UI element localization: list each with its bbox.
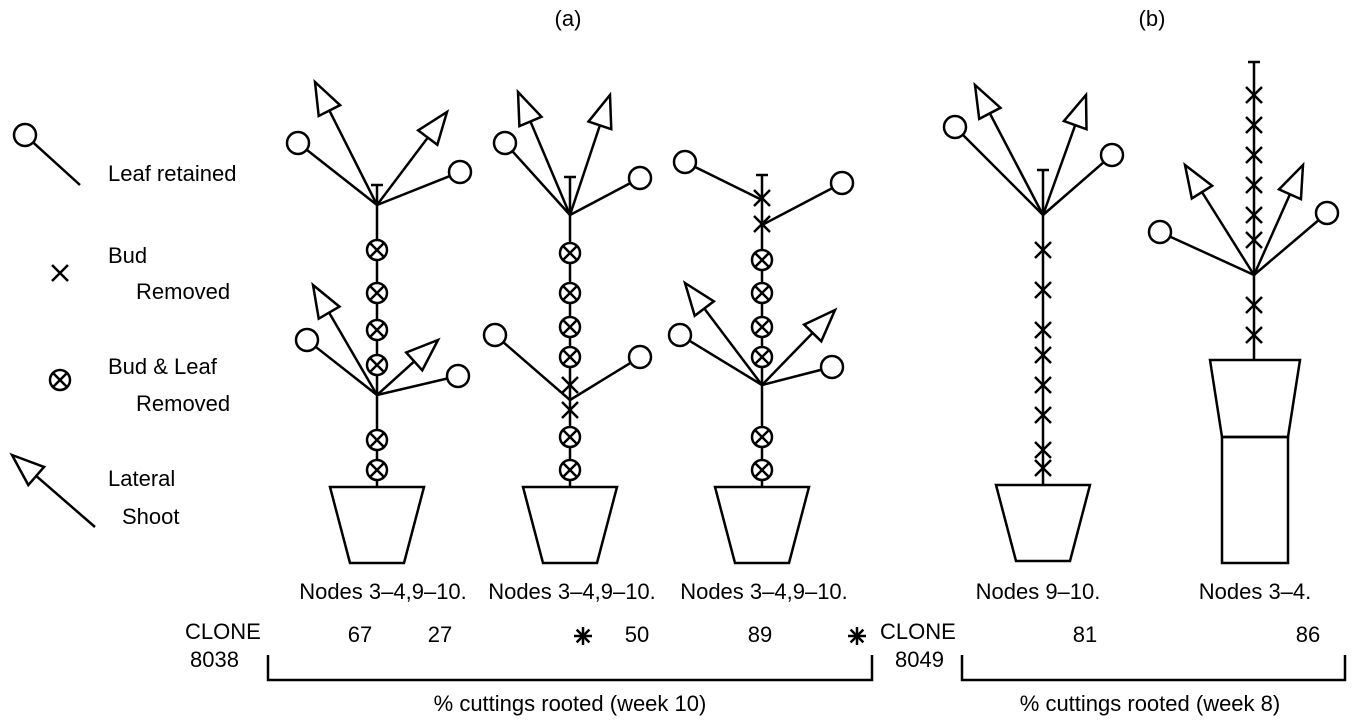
arrow-head bbox=[1185, 165, 1212, 198]
result: 89 bbox=[748, 622, 772, 647]
plant-label: Nodes 3–4. bbox=[1199, 579, 1312, 604]
panel-label: (a) bbox=[555, 6, 582, 31]
leaf-stalk bbox=[33, 142, 80, 185]
legend-label: Removed bbox=[136, 279, 230, 304]
plant-label: Nodes 3–4,9–10. bbox=[299, 579, 467, 604]
arrow-head bbox=[1064, 95, 1087, 129]
result: 86 bbox=[1296, 622, 1320, 647]
arrow-head bbox=[313, 285, 339, 319]
leaf bbox=[831, 172, 853, 194]
legend-label: Removed bbox=[136, 391, 230, 416]
pot bbox=[1222, 437, 1288, 563]
leaf bbox=[287, 132, 309, 154]
leaf-stalk bbox=[570, 363, 631, 400]
arrow-head bbox=[12, 455, 44, 485]
leaf-stalk bbox=[512, 151, 570, 215]
pot bbox=[1210, 360, 1300, 437]
leaf-stalk bbox=[689, 341, 762, 385]
legend-label: Lateral bbox=[108, 466, 175, 491]
pot bbox=[330, 487, 424, 563]
shoot bbox=[990, 113, 1043, 215]
clone-number: 8049 bbox=[895, 647, 944, 672]
leaf bbox=[629, 346, 651, 368]
plant-label: Nodes 9–10. bbox=[976, 579, 1101, 604]
leaf-stalk bbox=[1254, 220, 1319, 275]
arrow-head bbox=[685, 283, 714, 316]
shoot bbox=[530, 121, 570, 215]
result: 81 bbox=[1073, 622, 1097, 647]
leaf bbox=[14, 124, 36, 146]
leaf-stalk bbox=[307, 150, 377, 205]
bracket bbox=[962, 655, 1345, 680]
caption: % cuttings rooted (week 8) bbox=[1020, 691, 1280, 716]
pot bbox=[715, 487, 809, 563]
leaf bbox=[1101, 144, 1123, 166]
shoot bbox=[36, 476, 95, 527]
leaf bbox=[669, 324, 691, 346]
arrow-head bbox=[518, 92, 542, 126]
leaf bbox=[1149, 221, 1171, 243]
leaf bbox=[447, 365, 469, 387]
pot bbox=[523, 487, 617, 563]
plant-label: Nodes 3–4,9–10. bbox=[680, 579, 848, 604]
legend-label: Bud bbox=[108, 243, 147, 268]
legend-label: Leaf retained bbox=[108, 161, 236, 186]
clone-name: CLONE bbox=[880, 619, 956, 644]
leaf bbox=[494, 132, 516, 154]
leaf bbox=[944, 116, 966, 138]
plant-label: Nodes 3–4,9–10. bbox=[488, 579, 656, 604]
shoot bbox=[329, 111, 377, 205]
result: 27 bbox=[428, 622, 452, 647]
leaf-stalk bbox=[503, 342, 570, 400]
arrow-head bbox=[975, 85, 1000, 119]
arrow-head bbox=[1279, 165, 1303, 199]
leaf bbox=[296, 329, 318, 351]
legend-label: Shoot bbox=[122, 504, 180, 529]
leaf bbox=[674, 151, 696, 173]
leaf bbox=[821, 356, 843, 378]
result: 50 bbox=[625, 622, 649, 647]
clone-number: 8038 bbox=[190, 647, 239, 672]
figure: (a) (b) Leaf retained Bud Removed Bud & … bbox=[0, 0, 1362, 724]
leaf-stalk bbox=[963, 135, 1043, 215]
arrow-head bbox=[588, 95, 611, 129]
legend-label: Bud & Leaf bbox=[108, 354, 218, 379]
caption: % cuttings rooted (week 10) bbox=[434, 691, 707, 716]
panel-label: (b) bbox=[1139, 6, 1166, 31]
pot bbox=[996, 485, 1090, 561]
leaf bbox=[449, 161, 471, 183]
leaf-stalk bbox=[695, 167, 762, 200]
clone-name: CLONE bbox=[185, 619, 261, 644]
result: 67 bbox=[348, 622, 372, 647]
arrow-head bbox=[418, 112, 447, 145]
leaf bbox=[484, 324, 506, 346]
leaf bbox=[1316, 202, 1338, 224]
leaf-stalk bbox=[762, 188, 832, 225]
bracket bbox=[268, 655, 872, 680]
arrow-head bbox=[315, 82, 340, 116]
leaf bbox=[629, 167, 651, 189]
